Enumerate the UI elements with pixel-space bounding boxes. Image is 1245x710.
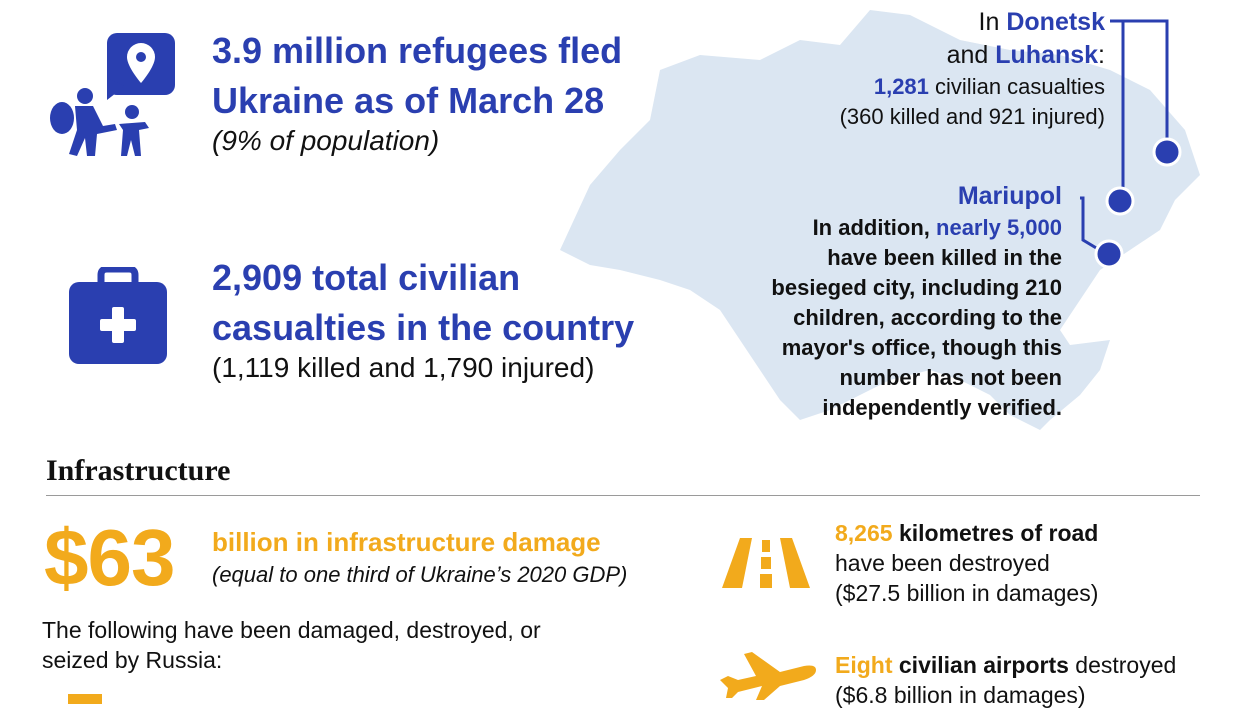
section-divider [46,495,1200,496]
road-line-3: ($27.5 billion in damages) [835,580,1099,606]
road-icon [722,538,810,588]
section-heading: Infrastructure [46,454,231,487]
road-label: kilometres of road [898,520,1099,546]
damage-note: (equal to one third of Ukraine’s 2020 GD… [212,562,628,587]
mariupol-line: number has not been [839,365,1062,390]
road-line-2: have been destroyed [835,550,1050,576]
donetsk-block: In Donetsk and Luhansk: 1,281 civilian c… [705,6,1105,132]
mariupol-block: Mariupol In addition, nearly 5,000 have … [642,180,1062,423]
road-line-1: 8,265 kilometres of road [835,518,1098,548]
mariupol-line: mayor's office, though this [781,335,1062,360]
casualties-headline-1: 2,909 total civilian [212,257,521,298]
damage-big-number: $63 [44,513,175,602]
mariupol-title: Mariupol [957,182,1062,210]
mariupol-line: independently verified. [822,395,1062,420]
intro-line-2: seized by Russia: [42,647,223,673]
mariupol-line: have been killed in the [827,245,1062,270]
donetsk-detail: (360 killed and 921 injured) [839,104,1105,129]
refugee-icon [50,33,175,156]
airports-suffix: destroyed [1075,652,1177,678]
donetsk-and: and [946,41,989,69]
donetsk-colon: : [1098,41,1105,69]
donetsk-count: 1,281 [873,74,929,99]
luhansk-name: Luhansk [995,41,1099,69]
airports-line-2: ($6.8 billion in damages) [835,682,1086,708]
damage-label: billion in infrastructure damage [212,527,601,557]
donetsk-count-suffix: civilian casualties [935,74,1105,99]
airplane-icon [720,652,816,700]
airports-label: civilian airports [898,652,1069,678]
donetsk-marker [1152,137,1182,167]
refugees-headline-1: 3.9 million refugees fled [212,30,623,71]
map-connectors [1080,19,1182,269]
donetsk-name: Donetsk [1006,8,1105,36]
airports-line-1: Eight civilian airports destroyed [835,650,1176,680]
airports-value: Eight [835,652,893,678]
ukraine-map [560,10,1200,430]
intro-line-1: The following have been damaged, destroy… [42,617,541,643]
mariupol-line: besieged city, including 210 [771,275,1062,300]
mariupol-line: children, according to the [793,305,1062,330]
casualties-sub: (1,119 killed and 1,790 injured) [212,352,595,383]
donetsk-pre: In [978,8,1000,36]
cut-off-icon [68,694,102,704]
mariupol-highlight: nearly 5,000 [936,215,1062,240]
luhansk-marker [1105,186,1135,216]
refugees-headline-2: Ukraine as of March 28 [212,80,605,121]
mariupol-lead: In addition, [812,215,930,240]
mariupol-marker [1094,239,1124,269]
medical-kit-icon [69,267,167,364]
road-value: 8,265 [835,520,893,546]
refugees-sub: (9% of population) [212,125,440,156]
casualties-headline-2: casualties in the country [212,307,635,348]
